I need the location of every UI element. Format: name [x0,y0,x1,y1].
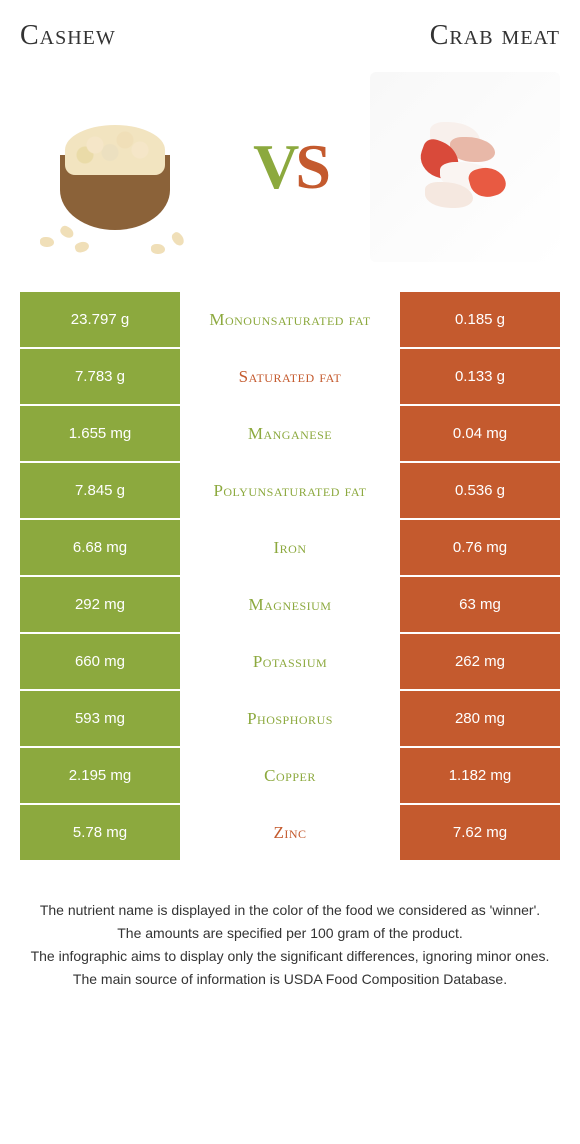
cashew-image [20,72,210,262]
left-value: 5.78 mg [20,805,180,860]
right-value: 0.133 g [400,349,560,404]
left-value: 660 mg [20,634,180,689]
left-title: Cashew [20,20,116,52]
vs-v-letter: V [253,131,295,202]
vs-label: VS [253,130,327,204]
crab-pile-icon [400,112,530,222]
nutrient-label: Phosphorus [180,691,400,746]
left-value: 6.68 mg [20,520,180,575]
left-value: 23.797 g [20,292,180,347]
crab-meat-image [370,72,560,262]
footer: The nutrient name is displayed in the co… [20,900,560,990]
table-row: 7.845 gPolyunsaturated fat0.536 g [20,463,560,518]
table-row: 7.783 gSaturated fat0.133 g [20,349,560,404]
right-value: 0.76 mg [400,520,560,575]
right-value: 63 mg [400,577,560,632]
cashew-piece-icon [58,224,75,240]
nutrient-label: Polyunsaturated fat [180,463,400,518]
footer-line: The amounts are specified per 100 gram o… [30,923,550,944]
cashew-piece-icon [170,230,187,247]
nutrient-label: Manganese [180,406,400,461]
nutrient-label: Potassium [180,634,400,689]
footer-line: The infographic aims to display only the… [30,946,550,967]
nutrient-label: Monounsaturated fat [180,292,400,347]
left-value: 7.783 g [20,349,180,404]
basket-icon [60,155,170,230]
table-row: 5.78 mgZinc7.62 mg [20,805,560,860]
footer-line: The nutrient name is displayed in the co… [30,900,550,921]
vs-s-letter: S [295,131,327,202]
table-row: 660 mgPotassium262 mg [20,634,560,689]
comparison-table: 23.797 gMonounsaturated fat0.185 g7.783 … [20,292,560,860]
images-row: VS [20,72,560,262]
nutrient-label: Iron [180,520,400,575]
table-row: 593 mgPhosphorus280 mg [20,691,560,746]
cashew-piece-icon [74,240,91,254]
table-row: 2.195 mgCopper1.182 mg [20,748,560,803]
left-value: 292 mg [20,577,180,632]
right-value: 280 mg [400,691,560,746]
right-value: 0.536 g [400,463,560,518]
left-value: 1.655 mg [20,406,180,461]
nutrient-label: Copper [180,748,400,803]
table-row: 23.797 gMonounsaturated fat0.185 g [20,292,560,347]
cashew-piece-icon [151,244,165,254]
table-row: 292 mgMagnesium63 mg [20,577,560,632]
left-value: 2.195 mg [20,748,180,803]
table-row: 1.655 mgManganese0.04 mg [20,406,560,461]
header: Cashew Crab meat [20,20,560,52]
right-value: 262 mg [400,634,560,689]
footer-line: The main source of information is USDA F… [30,969,550,990]
nutrient-label: Zinc [180,805,400,860]
nutrient-label: Saturated fat [180,349,400,404]
table-row: 6.68 mgIron0.76 mg [20,520,560,575]
nutrient-label: Magnesium [180,577,400,632]
cashew-piece-icon [40,237,54,247]
left-value: 593 mg [20,691,180,746]
right-title: Crab meat [430,20,560,52]
right-value: 0.04 mg [400,406,560,461]
left-value: 7.845 g [20,463,180,518]
right-value: 1.182 mg [400,748,560,803]
right-value: 7.62 mg [400,805,560,860]
right-value: 0.185 g [400,292,560,347]
